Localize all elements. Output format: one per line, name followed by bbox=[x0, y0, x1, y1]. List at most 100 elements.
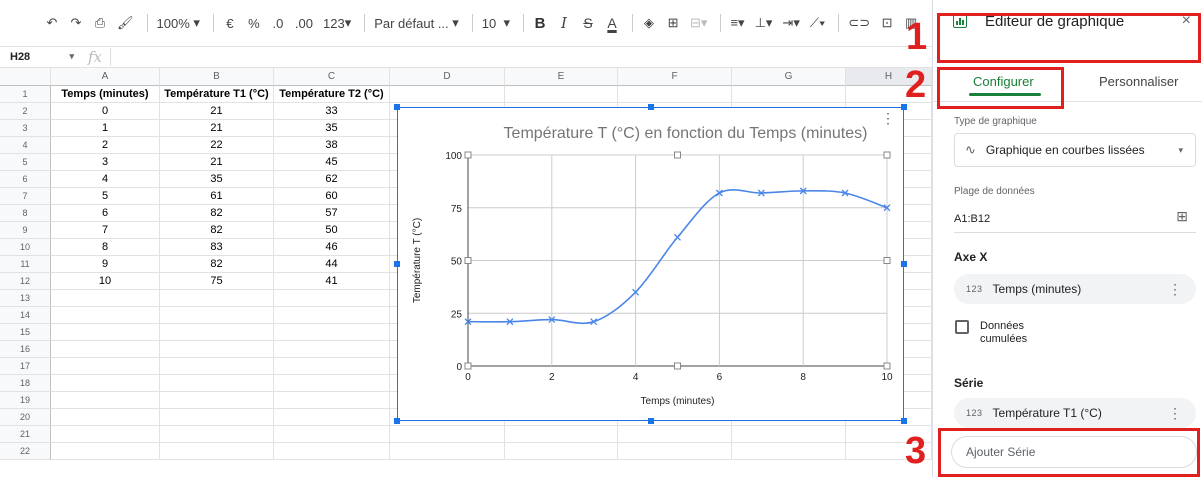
grid-cell[interactable] bbox=[51, 307, 160, 324]
bold-button[interactable]: B bbox=[534, 14, 546, 32]
row-header[interactable]: 7 bbox=[0, 188, 51, 205]
grid-cell[interactable] bbox=[274, 443, 390, 460]
grid-cell[interactable] bbox=[274, 324, 390, 341]
grid-select-icon[interactable]: ⊞ bbox=[1176, 208, 1188, 224]
row-header[interactable]: 22 bbox=[0, 443, 51, 460]
grid-cell[interactable] bbox=[160, 358, 274, 375]
grid-cell[interactable] bbox=[732, 443, 846, 460]
grid-cell[interactable]: 45 bbox=[274, 154, 390, 171]
strikethrough-button[interactable]: S bbox=[583, 15, 593, 31]
grid-cell[interactable] bbox=[160, 307, 274, 324]
font-select[interactable]: Par défaut ... ▾ bbox=[374, 15, 459, 31]
grid-cell[interactable] bbox=[390, 426, 505, 443]
chart-resize-handle[interactable] bbox=[394, 418, 400, 424]
chart-resize-handle[interactable] bbox=[647, 104, 654, 110]
grid-cell[interactable] bbox=[274, 409, 390, 426]
grid-cell[interactable]: 0 bbox=[51, 103, 160, 120]
number-format-button[interactable]: 123 ▾ bbox=[322, 15, 352, 31]
grid-cell[interactable]: 2 bbox=[51, 137, 160, 154]
grid-cell[interactable]: 82 bbox=[160, 222, 274, 239]
row-header[interactable]: 9 bbox=[0, 222, 51, 239]
grid-cell[interactable]: 35 bbox=[274, 120, 390, 137]
grid-cell[interactable] bbox=[51, 290, 160, 307]
x-axis-field[interactable]: 123 Temps (minutes) ⋮ bbox=[954, 274, 1196, 304]
close-icon[interactable]: × bbox=[1181, 12, 1191, 29]
grid-cell[interactable]: Température T2 (°C) bbox=[274, 86, 390, 103]
row-header[interactable]: 1 bbox=[0, 86, 51, 103]
grid-cell[interactable] bbox=[274, 290, 390, 307]
grid-cell[interactable]: 61 bbox=[160, 188, 274, 205]
row-header[interactable]: 2 bbox=[0, 103, 51, 120]
grid-cell[interactable]: 21 bbox=[160, 120, 274, 137]
row-header[interactable]: 3 bbox=[0, 120, 51, 137]
italic-button[interactable]: I bbox=[561, 14, 567, 32]
chart-resize-handle[interactable] bbox=[394, 261, 400, 267]
grid-cell[interactable]: 22 bbox=[160, 137, 274, 154]
chart[interactable]: Température T (°C) en fonction du Temps … bbox=[397, 107, 904, 421]
grid-cell[interactable]: 60 bbox=[274, 188, 390, 205]
series-field[interactable]: 123 Température T1 (°C) ⋮ bbox=[954, 398, 1196, 428]
grid-cell[interactable]: 3 bbox=[51, 154, 160, 171]
grid-cell[interactable] bbox=[160, 375, 274, 392]
grid-cell[interactable]: 10 bbox=[51, 273, 160, 290]
row-header[interactable]: 19 bbox=[0, 392, 51, 409]
chart-icon[interactable]: ▥ bbox=[904, 15, 918, 30]
grid-cell[interactable] bbox=[51, 409, 160, 426]
more-options-icon[interactable]: ⋮ bbox=[1168, 280, 1182, 297]
percent-button[interactable]: % bbox=[248, 15, 260, 31]
column-header-f[interactable]: F bbox=[618, 68, 732, 86]
text-rotation-icon[interactable]: ⟋▾ bbox=[809, 15, 826, 30]
row-header[interactable]: 4 bbox=[0, 137, 51, 154]
grid-cell[interactable] bbox=[274, 341, 390, 358]
row-header[interactable]: 18 bbox=[0, 375, 51, 392]
fill-color-icon[interactable]: ◈ bbox=[644, 15, 655, 30]
align-vertical-icon[interactable]: ⊥▾ bbox=[754, 15, 773, 30]
row-header[interactable]: 14 bbox=[0, 307, 51, 324]
grid-cell[interactable] bbox=[618, 86, 732, 103]
grid-cell[interactable]: 82 bbox=[160, 256, 274, 273]
row-header[interactable]: 16 bbox=[0, 341, 51, 358]
text-wrap-icon[interactable]: ⇥▾ bbox=[782, 15, 800, 30]
grid-cell[interactable] bbox=[160, 443, 274, 460]
grid-cell[interactable] bbox=[51, 358, 160, 375]
grid-cell[interactable] bbox=[51, 375, 160, 392]
row-header[interactable]: 8 bbox=[0, 205, 51, 222]
grid-cell[interactable] bbox=[51, 324, 160, 341]
grid-cell[interactable] bbox=[160, 290, 274, 307]
grid-cell[interactable]: 33 bbox=[274, 103, 390, 120]
row-header[interactable]: 12 bbox=[0, 273, 51, 290]
grid-cell[interactable] bbox=[274, 375, 390, 392]
grid-cell[interactable]: 44 bbox=[274, 256, 390, 273]
font-size-select[interactable]: 10 ▾ bbox=[481, 15, 511, 31]
grid-cell[interactable] bbox=[732, 426, 846, 443]
grid-cell[interactable]: 8 bbox=[51, 239, 160, 256]
grid-cell[interactable]: 21 bbox=[160, 103, 274, 120]
grid-cell[interactable] bbox=[390, 86, 505, 103]
grid-cell[interactable]: 62 bbox=[274, 171, 390, 188]
grid-cell[interactable]: 4 bbox=[51, 171, 160, 188]
tab-customize[interactable]: Personnaliser bbox=[1099, 74, 1179, 89]
chart-resize-handle[interactable] bbox=[901, 418, 907, 424]
grid-cell[interactable] bbox=[160, 341, 274, 358]
row-header[interactable]: 13 bbox=[0, 290, 51, 307]
increase-decimal-button[interactable]: .00 bbox=[294, 15, 313, 31]
row-header[interactable]: 10 bbox=[0, 239, 51, 256]
column-header-a[interactable]: A bbox=[51, 68, 160, 86]
grid-cell[interactable]: 50 bbox=[274, 222, 390, 239]
column-header-c[interactable]: C bbox=[274, 68, 390, 86]
grid-cell[interactable] bbox=[160, 409, 274, 426]
grid-cell[interactable] bbox=[846, 409, 932, 426]
grid-cell[interactable]: 83 bbox=[160, 239, 274, 256]
grid-cell[interactable] bbox=[51, 341, 160, 358]
currency-button[interactable]: € bbox=[226, 15, 234, 31]
grid-cell[interactable]: 6 bbox=[51, 205, 160, 222]
row-header[interactable]: 21 bbox=[0, 426, 51, 443]
grid-cell[interactable]: 46 bbox=[274, 239, 390, 256]
grid-cell[interactable] bbox=[618, 443, 732, 460]
grid-cell[interactable]: 1 bbox=[51, 120, 160, 137]
redo-icon[interactable]: ↷ bbox=[70, 15, 82, 30]
grid-cell[interactable]: 7 bbox=[51, 222, 160, 239]
grid-cell[interactable] bbox=[160, 324, 274, 341]
column-header-g[interactable]: G bbox=[732, 68, 846, 86]
grid-cell[interactable] bbox=[160, 392, 274, 409]
